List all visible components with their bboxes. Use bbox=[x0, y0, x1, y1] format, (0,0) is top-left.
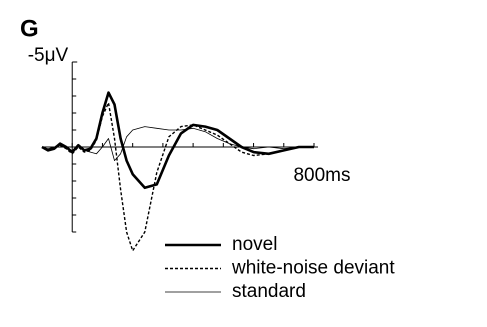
legend-label: novel bbox=[232, 234, 277, 255]
y-tick-label: -5μV bbox=[28, 45, 69, 66]
line-series bbox=[41, 126, 314, 161]
line-series bbox=[41, 102, 314, 252]
legend-label: standard bbox=[232, 281, 306, 302]
panel-label: G bbox=[20, 15, 39, 42]
legend-label: white-noise deviant bbox=[231, 258, 395, 279]
x-tick-label: 800ms bbox=[293, 165, 350, 186]
line-series bbox=[41, 91, 314, 190]
